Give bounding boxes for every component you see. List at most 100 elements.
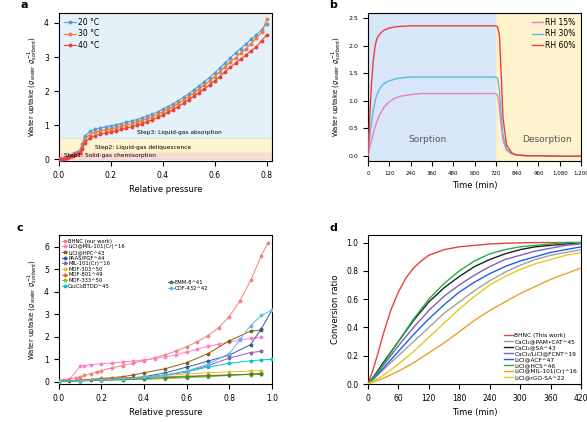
20 °C	[149, 111, 156, 116]
PAAS/PGF^44	[76, 378, 83, 383]
LiCl@MIL-101(Cr)^16	[395, 369, 402, 374]
LiCl@ACF^47	[562, 247, 569, 252]
Legend: 20 °C, 30 °C, 40 °C: 20 °C, 30 °C, 40 °C	[63, 16, 100, 51]
CaCl₂@SA^43	[547, 243, 554, 248]
LiCl@MIL-101(Cr)^16	[237, 338, 244, 343]
RH 15%	[535, 153, 542, 158]
LiCl@MIL-101(Cr)^16	[456, 329, 463, 334]
LiCl@HCS^46	[426, 297, 433, 302]
MOF-303^50	[204, 370, 211, 375]
COF-432^42	[98, 377, 105, 382]
LiCl@MIL-101(Cr)^16	[194, 346, 201, 352]
BHNC (This work)	[418, 258, 425, 263]
40 °C	[128, 124, 135, 129]
CaCl₂/LiCl@FCNT^19	[395, 343, 402, 348]
LiCl@rGO-SA^22	[456, 306, 463, 311]
40 °C	[195, 90, 203, 95]
RH 15%	[429, 91, 436, 96]
LiCl@HPC^43	[87, 377, 94, 382]
MIL-101(Cr)^16	[76, 378, 83, 383]
MOF-333^50	[183, 375, 190, 380]
40 °C	[206, 83, 213, 88]
MOF-801^49	[247, 372, 254, 377]
30 °C	[206, 78, 213, 84]
COF-432^42	[258, 313, 265, 318]
30 °C	[102, 127, 109, 133]
RH 60%	[366, 116, 373, 121]
CaCl₂@SA^43	[440, 285, 447, 290]
20 °C	[201, 79, 208, 84]
Text: b: b	[329, 0, 338, 10]
40 °C	[63, 156, 70, 161]
EMM-8^41	[98, 378, 105, 383]
20 °C	[253, 32, 260, 38]
RH 15%	[375, 115, 382, 120]
LiCl@rGO-SA^22	[410, 349, 417, 354]
40 °C	[123, 126, 130, 131]
Line: LiCl@MIL-101(Cr)^16: LiCl@MIL-101(Cr)^16	[368, 268, 581, 384]
LiCl@HCS^46	[410, 316, 417, 322]
30 °C	[97, 128, 104, 133]
Text: Step1: Solid-gas chemisorption: Step1: Solid-gas chemisorption	[64, 154, 156, 158]
RH 15%	[514, 153, 521, 158]
CaCl₂/LiCl@FCNT^19	[456, 282, 463, 287]
RH 60%	[396, 24, 403, 29]
RH 60%	[368, 81, 375, 87]
40 °C	[217, 74, 224, 79]
MOF-333^50	[204, 374, 211, 379]
30 °C	[258, 30, 265, 35]
RH 30%	[578, 154, 585, 159]
CaCl₂@SA^43	[456, 274, 463, 279]
MOF-333^50	[258, 371, 265, 376]
RH 60%	[370, 59, 377, 64]
LiCl@HCS^46	[486, 252, 493, 257]
LiCl@MIL-101(Cr)^16	[55, 378, 62, 383]
30 °C	[190, 90, 197, 95]
RH 60%	[556, 154, 564, 159]
Line: CaCl₂@SA^43: CaCl₂@SA^43	[368, 243, 581, 384]
40 °C	[190, 94, 197, 99]
30 °C	[107, 126, 114, 131]
BHNC (This work)	[456, 244, 463, 249]
20 °C	[81, 134, 88, 139]
LiCl@HPC^43	[98, 376, 105, 381]
RH 30%	[382, 80, 389, 85]
30 °C	[217, 69, 224, 74]
Line: MOF-333^50: MOF-333^50	[57, 371, 263, 383]
LiCl@rGO-SA^22	[547, 257, 554, 262]
30 °C	[133, 120, 140, 125]
Line: BHNC (This work): BHNC (This work)	[368, 243, 581, 384]
40 °C	[242, 52, 249, 57]
LiCl@HPC^43	[109, 375, 116, 380]
30 °C	[86, 132, 93, 137]
40 °C	[253, 44, 260, 49]
Bar	[59, 152, 272, 160]
RH 15%	[365, 153, 372, 158]
Line: LiCl@HPC^43: LiCl@HPC^43	[57, 328, 263, 383]
30 °C	[81, 137, 88, 142]
LiCl@MIL-101(Cr)^16	[119, 360, 126, 365]
Text: Desorption: Desorption	[522, 135, 572, 144]
30 °C	[154, 112, 161, 117]
20 °C	[217, 65, 224, 70]
BHNC (our work)	[173, 349, 180, 354]
CaCl₂/LiCl@FCNT^19	[501, 257, 508, 262]
LiCl@rGO-SA^22	[532, 261, 539, 266]
RH 15%	[407, 92, 414, 97]
LiCl@ACF^47	[372, 374, 379, 379]
LiCl@HPC^43	[140, 370, 147, 375]
20 °C	[170, 101, 177, 106]
RH 15%	[380, 105, 387, 110]
LiCl@HCS^46	[395, 339, 402, 344]
BHNC (This work)	[410, 265, 417, 271]
BHNC (our work)	[59, 377, 66, 382]
20 °C	[86, 129, 93, 134]
RH 60%	[535, 153, 542, 158]
BHNC (This work)	[486, 241, 493, 246]
30 °C	[117, 124, 124, 129]
RH 60%	[372, 44, 379, 49]
LiCl@MIL-101(Cr)^16	[87, 362, 94, 367]
CaCl₂@PAM•CAT^45	[578, 247, 585, 252]
MIL-101(Cr)^16	[226, 356, 233, 361]
CaCl₂/LiCl@FCNT^19	[547, 246, 554, 251]
